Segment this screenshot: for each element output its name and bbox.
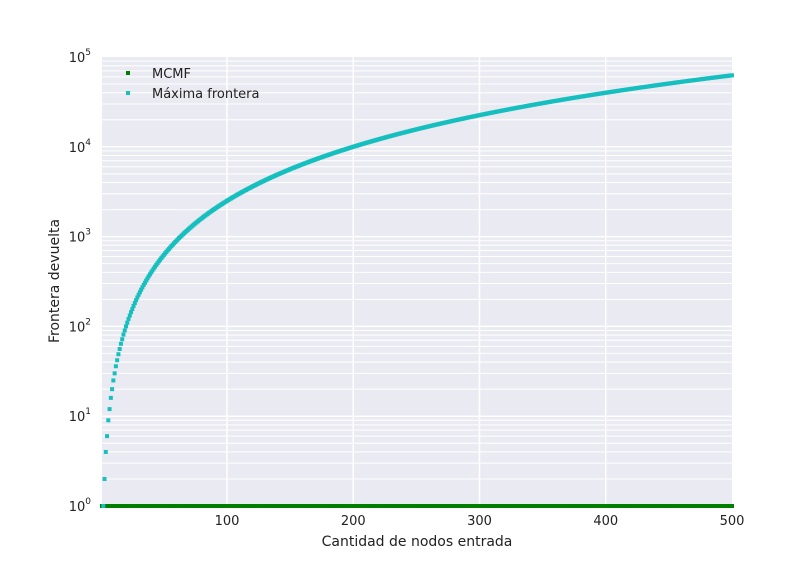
data-point xyxy=(140,285,145,290)
y-axis-label: Frontera devuelta xyxy=(47,219,63,343)
y-tick-label: 100 xyxy=(69,497,92,515)
legend-marker-mcmf xyxy=(126,71,130,75)
data-point xyxy=(142,280,147,285)
x-tick-label: 400 xyxy=(593,514,618,529)
data-point xyxy=(130,307,135,312)
data-point xyxy=(113,364,118,369)
data-point xyxy=(111,378,116,383)
data-point xyxy=(125,320,130,325)
series-layer xyxy=(100,73,734,508)
data-point xyxy=(146,274,151,279)
data-point xyxy=(147,272,152,277)
data-point xyxy=(105,434,110,439)
data-point xyxy=(116,352,121,357)
data-point xyxy=(145,276,150,281)
data-point xyxy=(117,347,122,352)
data-point xyxy=(101,504,106,508)
y-tick-label: 105 xyxy=(69,48,91,66)
y-tick-label: 102 xyxy=(69,317,91,335)
x-tick-label: 300 xyxy=(467,514,492,529)
y-tick-label: 104 xyxy=(69,138,92,156)
data-point xyxy=(135,295,140,300)
data-point xyxy=(108,395,113,400)
legend-label-mcmf: MCMF xyxy=(152,67,191,82)
data-point xyxy=(137,290,142,295)
x-tick-label: 200 xyxy=(341,514,366,529)
series-maxima-frontera xyxy=(101,73,734,508)
data-point xyxy=(118,341,123,346)
data-point xyxy=(144,278,149,283)
data-point xyxy=(120,337,125,342)
data-point xyxy=(122,328,127,333)
data-point xyxy=(112,371,117,376)
x-tick-label: 100 xyxy=(215,514,240,529)
legend-marker-maxima-frontera xyxy=(126,91,130,95)
data-point xyxy=(115,358,120,363)
data-point xyxy=(129,310,134,315)
grid-lines xyxy=(102,57,732,506)
series-mcmf xyxy=(100,504,734,508)
data-point xyxy=(107,407,112,412)
data-point xyxy=(730,73,734,78)
x-tick-labels: 100 200 300 400 500 xyxy=(215,514,745,529)
data-point xyxy=(123,324,128,329)
legend-label-maxima-frontera: Máxima frontera xyxy=(152,87,260,102)
y-tick-labels: 100 101 102 103 104 105 xyxy=(69,48,92,515)
x-tick-label: 500 xyxy=(720,514,745,529)
data-point xyxy=(121,332,126,337)
plot-background xyxy=(102,57,732,506)
data-point xyxy=(134,298,139,303)
y-tick-label: 103 xyxy=(69,228,91,246)
y-tick-label: 101 xyxy=(69,407,91,425)
data-point xyxy=(110,387,115,392)
data-point xyxy=(126,316,131,321)
data-point xyxy=(103,449,108,454)
data-point xyxy=(136,292,141,297)
data-point xyxy=(132,301,137,306)
legend: MCMF Máxima frontera xyxy=(126,67,260,102)
data-point xyxy=(139,287,144,292)
data-point xyxy=(131,303,136,308)
data-point xyxy=(102,476,107,481)
data-point xyxy=(141,283,146,288)
data-point xyxy=(127,313,132,318)
data-point xyxy=(730,504,734,508)
x-axis-label: Cantidad de nodos entrada xyxy=(322,534,513,550)
data-point xyxy=(106,418,111,423)
